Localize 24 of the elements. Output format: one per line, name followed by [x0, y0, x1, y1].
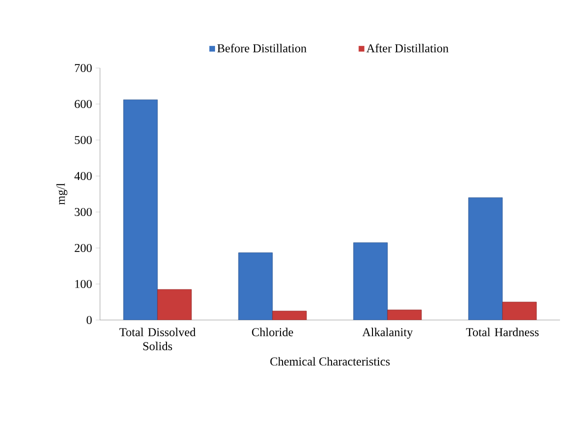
y-axis-title: mg/l [56, 183, 68, 205]
x-tick-label: Chloride [252, 328, 294, 336]
y-tick-label: 100 [75, 280, 92, 288]
legend-label: After Distillation [366, 44, 448, 52]
legend-label: Before Distillation [217, 44, 306, 52]
bar [387, 310, 422, 320]
bar [272, 310, 307, 320]
y-tick-label: 400 [74, 172, 92, 180]
bar [238, 252, 273, 320]
y-tick-label: 200 [74, 244, 92, 252]
x-axis-title: Chemical Characteristics [270, 357, 390, 366]
bar [502, 302, 537, 320]
bar [123, 99, 158, 320]
x-tick-label: Total Dissolved Solids [119, 328, 196, 350]
y-tick-label: 600 [74, 100, 92, 108]
y-tick-label: 0 [86, 316, 92, 324]
x-tick-label: Alkalanity [362, 328, 413, 339]
y-tick-label: 300 [74, 208, 92, 216]
x-tick-label: Total Hardness [466, 328, 539, 336]
y-tick-label: 700 [74, 64, 92, 72]
bar [157, 289, 192, 320]
bar [468, 197, 503, 320]
y-tick-label: 500 [74, 136, 92, 144]
bar [353, 242, 388, 320]
